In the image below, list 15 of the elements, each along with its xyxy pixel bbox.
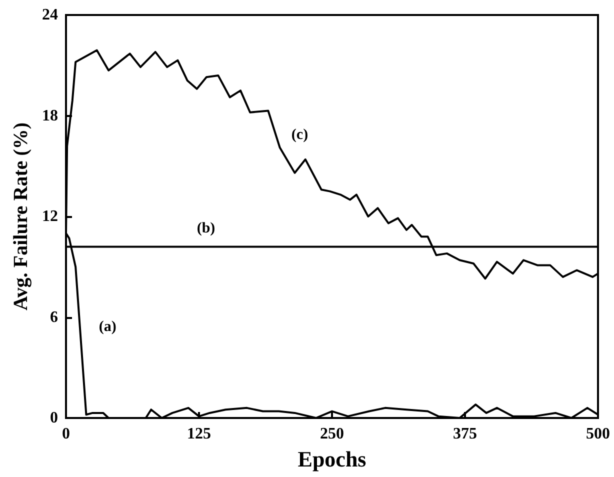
y-tick-label: 12 [42, 208, 58, 225]
y-axis-title: Avg. Failure Rate (%) [10, 122, 32, 311]
x-tick-label: 0 [62, 426, 70, 442]
series-label: (b) [196, 220, 216, 237]
y-tick-label: 0 [50, 410, 58, 426]
x-tick-label: 375 [453, 426, 477, 442]
x-tick-label: 125 [187, 426, 211, 442]
x-axis-title: Epochs [298, 446, 367, 472]
y-tick-label: 6 [50, 308, 58, 326]
series-label: (c) [291, 126, 308, 143]
x-tick-label: 500 [586, 426, 610, 442]
y-tick-label: 24 [42, 6, 58, 24]
x-tick-label: 250 [320, 426, 344, 442]
legend-label: (a) [98, 318, 116, 335]
y-tick-label: 18 [42, 107, 58, 124]
